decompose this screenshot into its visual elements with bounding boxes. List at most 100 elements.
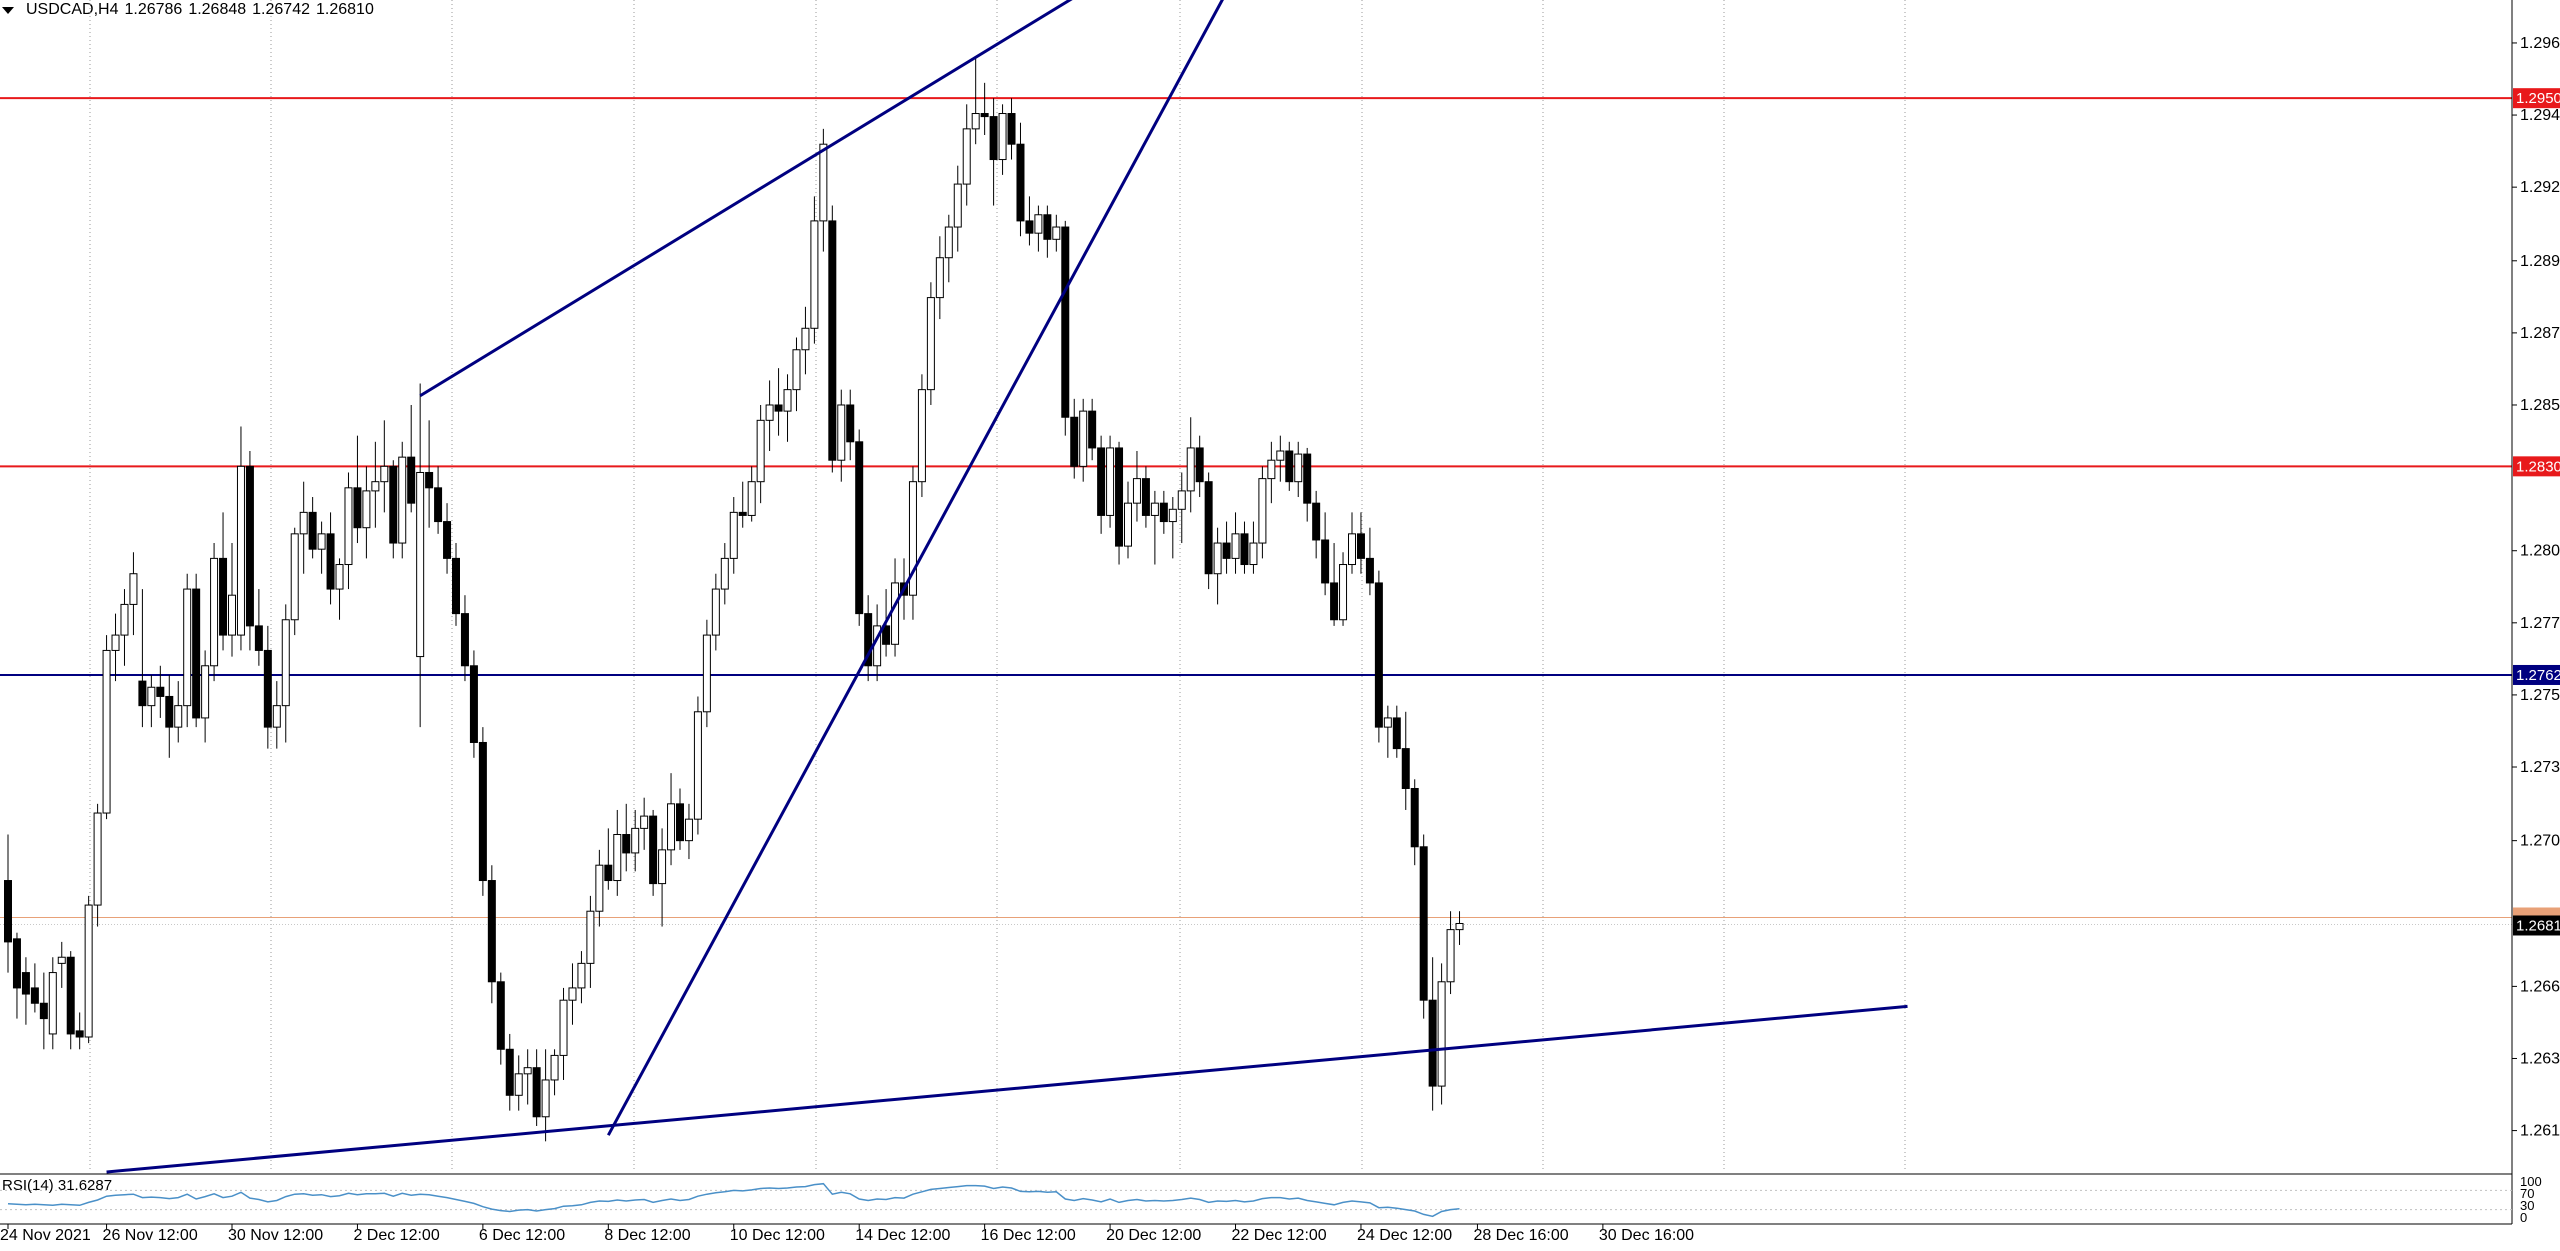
candle-body-bear bbox=[1088, 410, 1097, 449]
candle bbox=[183, 573, 192, 728]
candle bbox=[487, 865, 496, 1004]
candle bbox=[550, 1049, 559, 1096]
candle-body-bull bbox=[272, 705, 281, 728]
candle bbox=[837, 389, 846, 482]
candle bbox=[720, 543, 729, 605]
candle bbox=[1025, 196, 1034, 246]
candle-body-bull bbox=[129, 573, 138, 605]
candle-body-bull bbox=[1079, 410, 1088, 467]
candle bbox=[1097, 435, 1106, 534]
candle-body-bull bbox=[998, 113, 1007, 161]
candle-body-bear bbox=[1401, 748, 1410, 789]
x-tick-label: 26 Nov 12:00 bbox=[103, 1227, 198, 1244]
candle bbox=[846, 389, 855, 461]
candle-body-bull bbox=[228, 594, 236, 636]
candle-body-bull bbox=[595, 864, 604, 912]
candle-body-bull bbox=[84, 904, 93, 1038]
level-price-label: 1.28300 bbox=[2516, 458, 2560, 475]
candle-body-bear bbox=[1365, 557, 1374, 584]
candle-body-bull bbox=[362, 490, 371, 529]
candle-body-bull bbox=[1168, 508, 1177, 523]
candle bbox=[926, 282, 935, 405]
candle bbox=[1392, 705, 1401, 758]
candle-body-bull bbox=[1132, 478, 1141, 504]
candle-body-bull bbox=[810, 220, 819, 329]
level-price-label: 1.27620 bbox=[2516, 667, 2560, 684]
candle-body-bull bbox=[729, 511, 738, 559]
candle bbox=[1410, 779, 1419, 866]
candle-body-bear bbox=[1356, 533, 1365, 559]
candle bbox=[102, 635, 111, 820]
candle bbox=[111, 613, 120, 682]
candle bbox=[398, 441, 407, 559]
candle bbox=[1428, 957, 1437, 1111]
candle-body-bull bbox=[568, 987, 577, 1001]
candle bbox=[505, 1033, 514, 1111]
candle bbox=[684, 803, 693, 860]
trendlines[interactable] bbox=[106, 0, 1908, 1174]
candle-body-bull bbox=[1276, 450, 1285, 461]
candle-body-bear bbox=[1392, 717, 1401, 750]
candle bbox=[1374, 570, 1383, 743]
candle-body-bull bbox=[747, 481, 756, 516]
candle bbox=[443, 503, 452, 574]
candle-body-bear bbox=[469, 665, 478, 743]
y-tick-label: 1.26135 bbox=[2520, 1123, 2560, 1140]
candle-body-bull bbox=[1455, 922, 1464, 931]
candle-body-bull bbox=[953, 183, 962, 228]
candle bbox=[1303, 447, 1312, 522]
candle bbox=[828, 205, 837, 473]
candle-body-bull bbox=[1294, 453, 1303, 483]
candle bbox=[84, 895, 93, 1044]
candle-body-bull bbox=[801, 327, 810, 351]
x-tick-label: 8 Dec 12:00 bbox=[604, 1227, 690, 1244]
y-tick-label: 1.29445 bbox=[2520, 107, 2560, 124]
candle-body-bear bbox=[478, 741, 487, 882]
x-tick-label: 14 Dec 12:00 bbox=[855, 1227, 950, 1244]
candle bbox=[254, 589, 263, 666]
candle bbox=[1294, 441, 1303, 498]
y-tick-label: 1.28970 bbox=[2520, 253, 2560, 270]
candle-body-bear bbox=[156, 686, 165, 697]
candle bbox=[917, 374, 926, 498]
collapse-triangle-icon[interactable] bbox=[2, 6, 14, 14]
candle-body-bull bbox=[908, 481, 917, 596]
x-tick-label: 10 Dec 12:00 bbox=[730, 1227, 825, 1244]
candle-body-bear bbox=[1330, 582, 1339, 621]
x-tick-label: 30 Nov 12:00 bbox=[228, 1227, 323, 1244]
candle bbox=[12, 932, 21, 1019]
candle bbox=[980, 82, 989, 135]
y-tick-label: 1.27790 bbox=[2520, 615, 2560, 632]
y-tick-label: 1.28500 bbox=[2520, 397, 2560, 414]
price-labels: 1.29500 1.28300 1.27620 1.26810 bbox=[2513, 88, 2560, 936]
candle bbox=[192, 573, 201, 728]
candle-body-bull bbox=[57, 956, 66, 964]
candle bbox=[39, 972, 48, 1050]
candle bbox=[1106, 435, 1115, 528]
candle-body-bull bbox=[210, 557, 219, 667]
candle-body-bear bbox=[12, 938, 21, 989]
candle bbox=[245, 451, 254, 651]
candle-body-bear bbox=[1025, 220, 1034, 234]
candle-body-bear bbox=[1321, 539, 1330, 584]
candle-body-bear bbox=[1141, 478, 1150, 516]
candle-body-bull bbox=[962, 128, 971, 185]
candle bbox=[165, 674, 174, 758]
candle-body-bull bbox=[514, 1073, 523, 1096]
candle-body-bull bbox=[971, 113, 980, 130]
candle-body-bull bbox=[183, 588, 192, 707]
candle bbox=[1258, 466, 1267, 559]
candle-body-bull bbox=[1437, 981, 1446, 1087]
candle bbox=[1446, 911, 1455, 995]
candle-body-bull bbox=[299, 511, 308, 535]
y-tick-label: 1.26370 bbox=[2520, 1050, 2560, 1067]
horizontal-levels[interactable] bbox=[0, 97, 2512, 925]
ohlc-high: 1.26848 bbox=[188, 1, 247, 18]
candle bbox=[344, 472, 353, 590]
candle-body-bear bbox=[1204, 481, 1213, 575]
rsi-line bbox=[7, 1182, 1460, 1218]
candle bbox=[290, 527, 299, 636]
candle-body-bull bbox=[147, 686, 156, 707]
y-tick-label: 1.26605 bbox=[2520, 978, 2560, 995]
